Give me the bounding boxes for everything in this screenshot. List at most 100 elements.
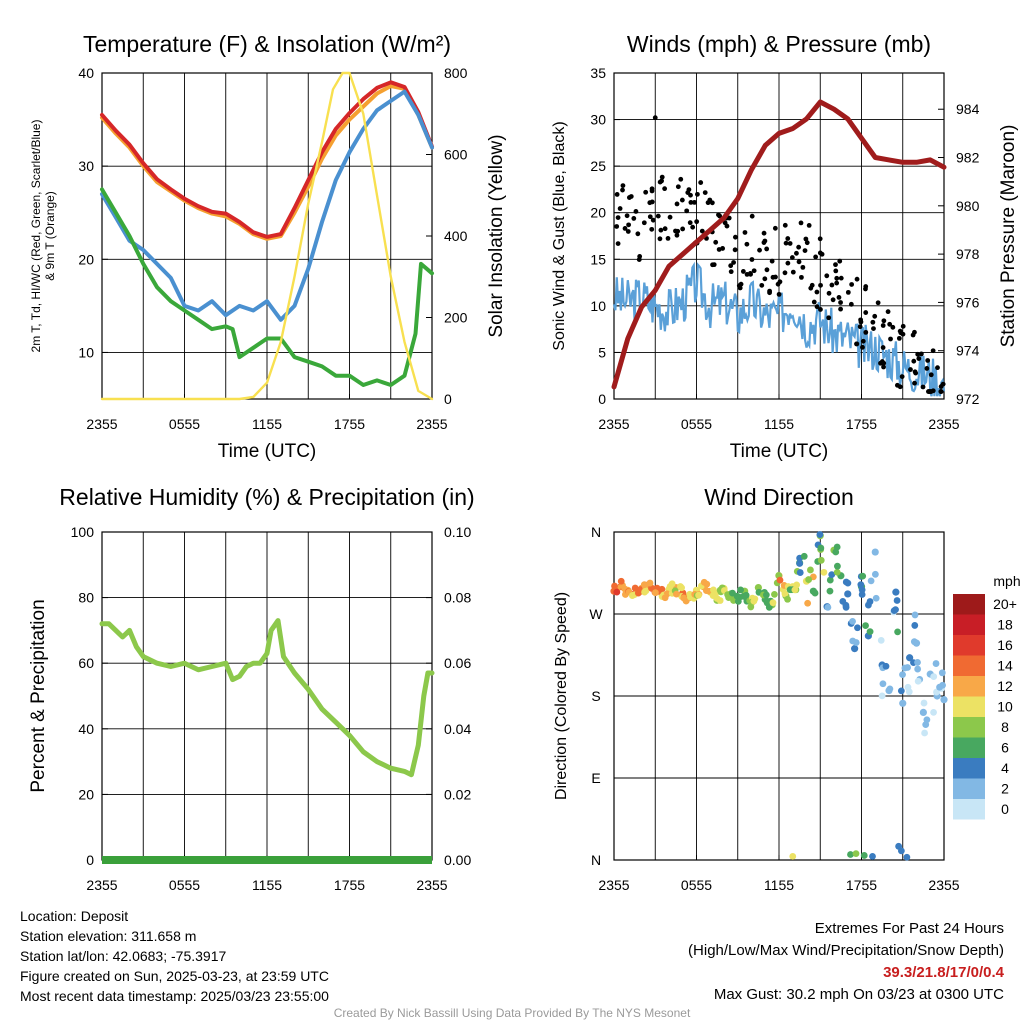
wind-direction-point bbox=[839, 598, 847, 605]
wind-direction-point bbox=[938, 669, 946, 677]
gust-point bbox=[900, 331, 906, 337]
wind-direction-point bbox=[784, 595, 791, 603]
x-tick-label: 2355 bbox=[416, 877, 447, 893]
y-tick-label-left: 40 bbox=[78, 721, 94, 737]
wind-direction-point bbox=[921, 729, 928, 737]
gust-point bbox=[615, 215, 621, 220]
y-tick-label-left: 20 bbox=[78, 251, 94, 267]
gust-point bbox=[888, 336, 893, 342]
wind-direction-point bbox=[826, 576, 834, 584]
wind-direction-point bbox=[897, 847, 905, 855]
gust-point bbox=[759, 282, 765, 288]
gust-point bbox=[649, 186, 655, 192]
gust-point bbox=[928, 389, 934, 394]
wind-direction-point bbox=[857, 581, 865, 589]
gust-point bbox=[890, 324, 896, 330]
wind-direction-point bbox=[673, 590, 680, 598]
figure-created-text: Figure created on Sun, 2025-03-23, at 23… bbox=[20, 968, 329, 984]
gust-point bbox=[675, 184, 681, 190]
wind-direction-point bbox=[769, 599, 777, 607]
gust-point bbox=[615, 241, 621, 247]
gust-point bbox=[690, 224, 696, 230]
y-tick-label-left: 30 bbox=[590, 112, 606, 128]
gust-point bbox=[772, 225, 778, 231]
x-tick-label: 1155 bbox=[252, 877, 282, 893]
wind-direction-point bbox=[611, 582, 618, 590]
y-tick-label-left: 10 bbox=[78, 344, 94, 360]
wind-direction-point bbox=[847, 851, 854, 858]
wind-direction-point bbox=[878, 692, 886, 700]
gust-point bbox=[633, 209, 639, 214]
gust-point bbox=[870, 319, 876, 325]
wind-direction-point bbox=[892, 588, 900, 596]
gust-point bbox=[617, 206, 623, 211]
legend-swatch bbox=[953, 676, 985, 697]
gust-point bbox=[620, 183, 626, 189]
wind-direction-point bbox=[904, 683, 912, 691]
gust-point bbox=[710, 262, 715, 268]
gust-point bbox=[819, 251, 825, 257]
y-tick-label-left: 60 bbox=[78, 655, 94, 671]
wind-direction-point bbox=[781, 590, 789, 598]
legend-swatch bbox=[953, 635, 985, 656]
x-tick-label: 1755 bbox=[334, 416, 365, 432]
gust-point bbox=[731, 260, 736, 265]
gust-point bbox=[728, 269, 734, 275]
y-tick-label-left: 100 bbox=[71, 524, 95, 540]
gust-point bbox=[838, 306, 843, 312]
gust-point bbox=[930, 348, 936, 354]
legend-swatch bbox=[953, 614, 985, 635]
legend-swatch bbox=[953, 594, 985, 615]
wind-direction-point bbox=[834, 562, 841, 570]
gust-point bbox=[655, 213, 661, 219]
legend-title: mph bbox=[993, 573, 1020, 589]
gust-point bbox=[849, 282, 855, 287]
y-tick-label-left: 10 bbox=[590, 298, 606, 314]
gust-point bbox=[647, 214, 653, 220]
wind-direction-point bbox=[911, 622, 919, 629]
wind-direction-point bbox=[652, 589, 659, 597]
x-tick-label: 2355 bbox=[598, 877, 629, 893]
gust-point bbox=[912, 329, 917, 335]
gust-point bbox=[918, 351, 924, 357]
gust-point bbox=[871, 326, 876, 332]
gust-point bbox=[684, 208, 690, 214]
gust-point bbox=[845, 289, 851, 295]
gust-point bbox=[809, 282, 815, 288]
legend-label: 12 bbox=[997, 678, 1013, 694]
y-tick-label-right: 0.06 bbox=[444, 655, 471, 671]
y-axis-label-left: Direction (Colored By Speed) bbox=[553, 592, 570, 800]
wind-direction-point bbox=[858, 591, 866, 598]
wind-direction-point bbox=[849, 617, 856, 625]
gust-point bbox=[799, 274, 804, 280]
gust-point bbox=[830, 297, 836, 303]
gust-point bbox=[732, 247, 738, 253]
series-line-heat_index_scarlet_blue bbox=[100, 89, 434, 322]
y-tick-label-left: 25 bbox=[590, 158, 606, 174]
gust-point bbox=[626, 195, 632, 200]
wind-direction-point bbox=[686, 590, 694, 598]
wind-direction-point bbox=[914, 665, 922, 673]
gust-point bbox=[662, 226, 668, 232]
y-tick-label-right: 0.08 bbox=[444, 590, 471, 606]
wind-direction-point bbox=[852, 639, 860, 646]
gust-point bbox=[800, 264, 806, 270]
gust-point bbox=[880, 323, 886, 328]
gust-point bbox=[897, 328, 903, 334]
legend-label: 4 bbox=[1001, 760, 1009, 776]
gust-point bbox=[908, 367, 913, 372]
gust-point bbox=[685, 190, 691, 195]
gust-point bbox=[782, 222, 788, 228]
chart-title-temperature-insolation: Temperature (F) & Insolation (W/m²) bbox=[83, 31, 451, 57]
gust-point bbox=[761, 230, 767, 236]
gust-point bbox=[637, 254, 643, 259]
y-tick-label-left: 0 bbox=[598, 391, 606, 407]
gust-point bbox=[916, 356, 922, 361]
gust-point bbox=[622, 226, 628, 231]
wind-direction-point bbox=[824, 603, 832, 611]
series-line-rh_green bbox=[99, 618, 435, 778]
gust-point bbox=[740, 269, 746, 274]
gust-point bbox=[787, 241, 793, 246]
legend-swatch bbox=[953, 737, 985, 758]
legend-label: 16 bbox=[997, 637, 1013, 653]
